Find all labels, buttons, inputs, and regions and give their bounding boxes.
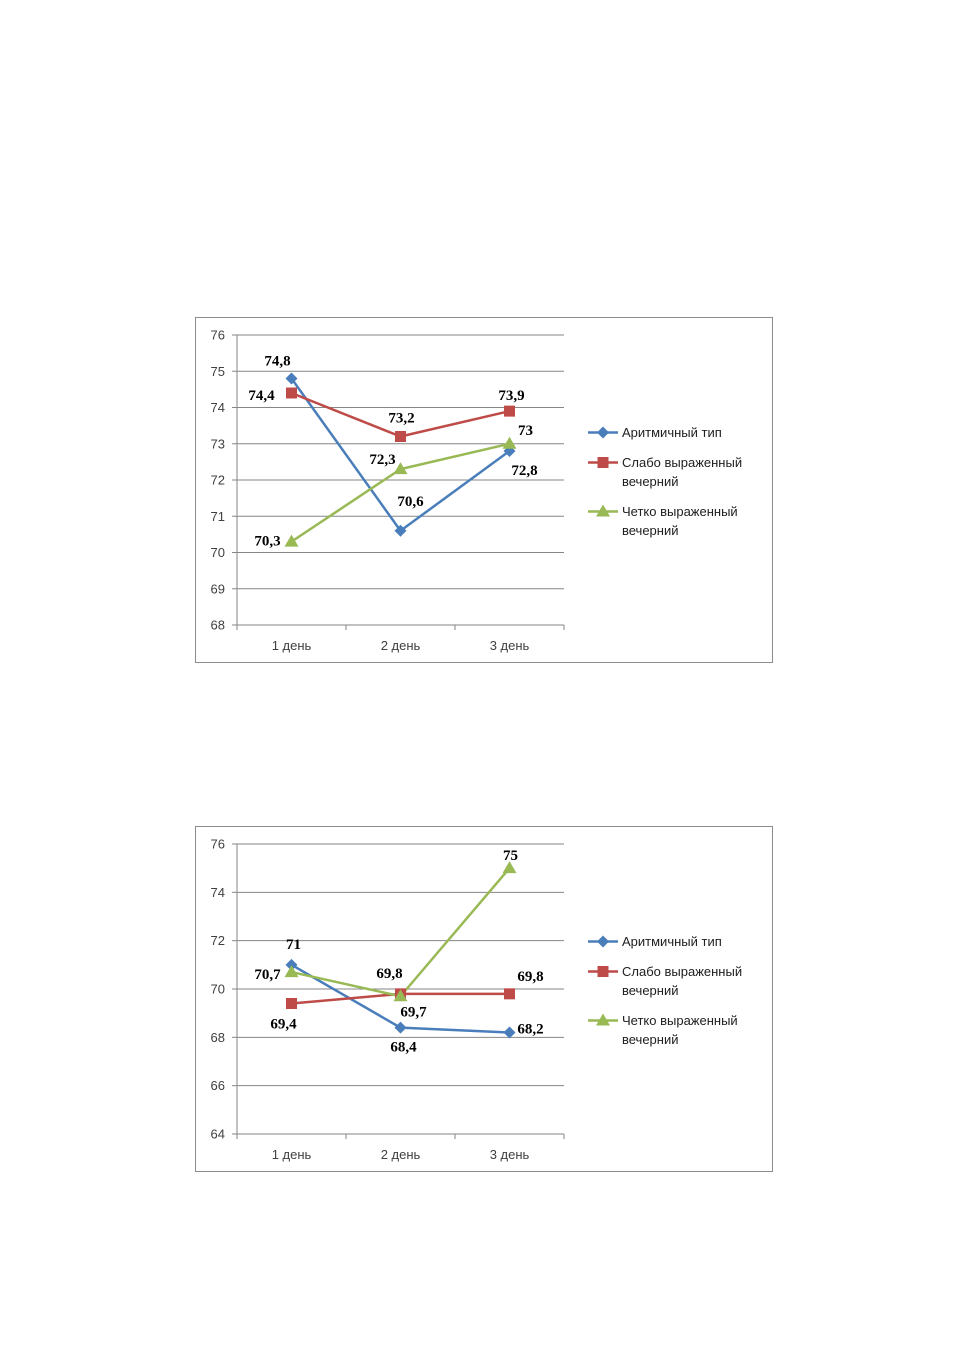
series-2-point (504, 405, 515, 417)
legend-label: Аритмичный тип (622, 425, 722, 440)
data-label: 74,4 (248, 388, 275, 404)
data-label: 68,2 (517, 1022, 543, 1038)
series-1-point (394, 1021, 407, 1034)
y-tick-label: 72 (211, 933, 225, 948)
data-label: 70,3 (254, 534, 280, 550)
y-tick-label: 69 (211, 581, 225, 596)
y-tick-label: 74 (211, 400, 225, 415)
y-tick-label: 72 (211, 473, 225, 488)
y-tick-label: 76 (211, 837, 225, 852)
series-3-point (393, 462, 408, 475)
data-label: 69,7 (400, 1004, 427, 1020)
y-tick-label: 70 (211, 982, 225, 997)
legend-square-marker (597, 457, 609, 468)
legend-label: Аритмичный тип (622, 934, 722, 949)
legend-item-series-1: Аритмичный тип (586, 423, 772, 442)
y-tick-label: 70 (211, 545, 225, 560)
y-tick-label: 68 (211, 1030, 225, 1045)
legend-item-series-2: Слабо выраженный вечерний (586, 453, 772, 491)
series-3-point (284, 534, 299, 547)
data-label: 69,4 (270, 1017, 297, 1033)
data-label: 73,9 (498, 388, 524, 404)
legend-square-marker (597, 966, 609, 977)
data-label: 70,7 (254, 967, 281, 983)
data-label: 72,8 (511, 463, 537, 479)
data-label: 71 (286, 937, 301, 953)
series-3-point (502, 436, 517, 449)
x-tick-label: 1 день (272, 638, 312, 653)
series-2-point (286, 387, 297, 399)
y-tick-label: 66 (211, 1078, 225, 1093)
triangle-marker-icon (586, 502, 620, 521)
legend-item-series-1: Аритмичный тип (586, 932, 772, 951)
x-tick-label: 2 день (381, 638, 421, 653)
legend-label: Четко выраженный вечерний (622, 1013, 738, 1047)
chart-2-legend: Аритмичный тип Слабо выраженный вечерний… (586, 932, 772, 1060)
legend-triangle-marker (596, 1013, 610, 1026)
series-3-point (284, 965, 299, 978)
y-tick-label: 76 (211, 328, 225, 343)
chart-1-legend: Аритмичный тип Слабо выраженный вечерний… (586, 423, 772, 551)
chart-1-plot: 68 69 70 71 72 73 74 75 76 1 день 2 день 3 день 74,8… (211, 328, 565, 653)
x-tick-label: 3 день (490, 638, 530, 653)
legend-label: Четко выраженный вечерний (622, 504, 738, 538)
y-tick-label: 74 (211, 885, 225, 900)
y-tick-label: 71 (211, 509, 225, 524)
x-tick-label: 2 день (381, 1147, 421, 1162)
diamond-marker-icon (586, 932, 620, 951)
series-1-point (285, 958, 298, 971)
series-1-point (394, 524, 407, 537)
square-marker-icon (586, 962, 620, 981)
data-label: 69,8 (517, 969, 543, 985)
legend-label: Слабо выраженный вечерний (622, 964, 743, 998)
series-1-point (503, 1026, 516, 1039)
series-1-point (285, 372, 298, 385)
data-label: 72,3 (369, 452, 395, 468)
legend-label: Слабо выраженный вечерний (622, 455, 743, 489)
y-tick-label: 68 (211, 618, 225, 633)
triangle-marker-icon (586, 1011, 620, 1030)
legend-diamond-marker (597, 426, 609, 439)
data-label: 73 (518, 423, 533, 439)
diamond-marker-icon (586, 423, 620, 442)
y-tick-label: 73 (211, 436, 225, 451)
legend-diamond-marker (597, 935, 609, 948)
chart-2-plot: 64 66 68 70 72 74 76 1 день 2 день 3 день 71 68,4 68… (211, 837, 565, 1162)
legend-item-series-3: Четко выраженный вечерний (586, 502, 772, 540)
data-label: 74,8 (264, 354, 290, 370)
series-2-point (395, 431, 406, 442)
legend-item-series-3: Четко выраженный вечерний (586, 1011, 772, 1049)
legend-item-series-2: Слабо выраженный вечерний (586, 962, 772, 1000)
data-label: 70,6 (397, 494, 424, 510)
series-3-point (502, 861, 517, 874)
data-label: 69,8 (376, 966, 402, 982)
data-label: 68,4 (390, 1040, 417, 1056)
y-tick-label: 75 (211, 364, 225, 379)
y-tick-label: 64 (211, 1127, 225, 1142)
series-2-point (286, 998, 297, 1009)
square-marker-icon (586, 453, 620, 472)
legend-triangle-marker (596, 504, 610, 517)
series-3-point (393, 989, 408, 1002)
series-2-point (504, 988, 515, 1000)
chart-1: 68 69 70 71 72 73 74 75 76 1 день 2 день 3 день 74,8… (195, 317, 773, 663)
data-label: 73,2 (388, 411, 414, 427)
x-tick-label: 3 день (490, 1147, 530, 1162)
data-label: 75 (503, 848, 518, 864)
chart-2: 64 66 68 70 72 74 76 1 день 2 день 3 день 71 68,4 68… (195, 826, 773, 1172)
x-tick-label: 1 день (272, 1147, 312, 1162)
